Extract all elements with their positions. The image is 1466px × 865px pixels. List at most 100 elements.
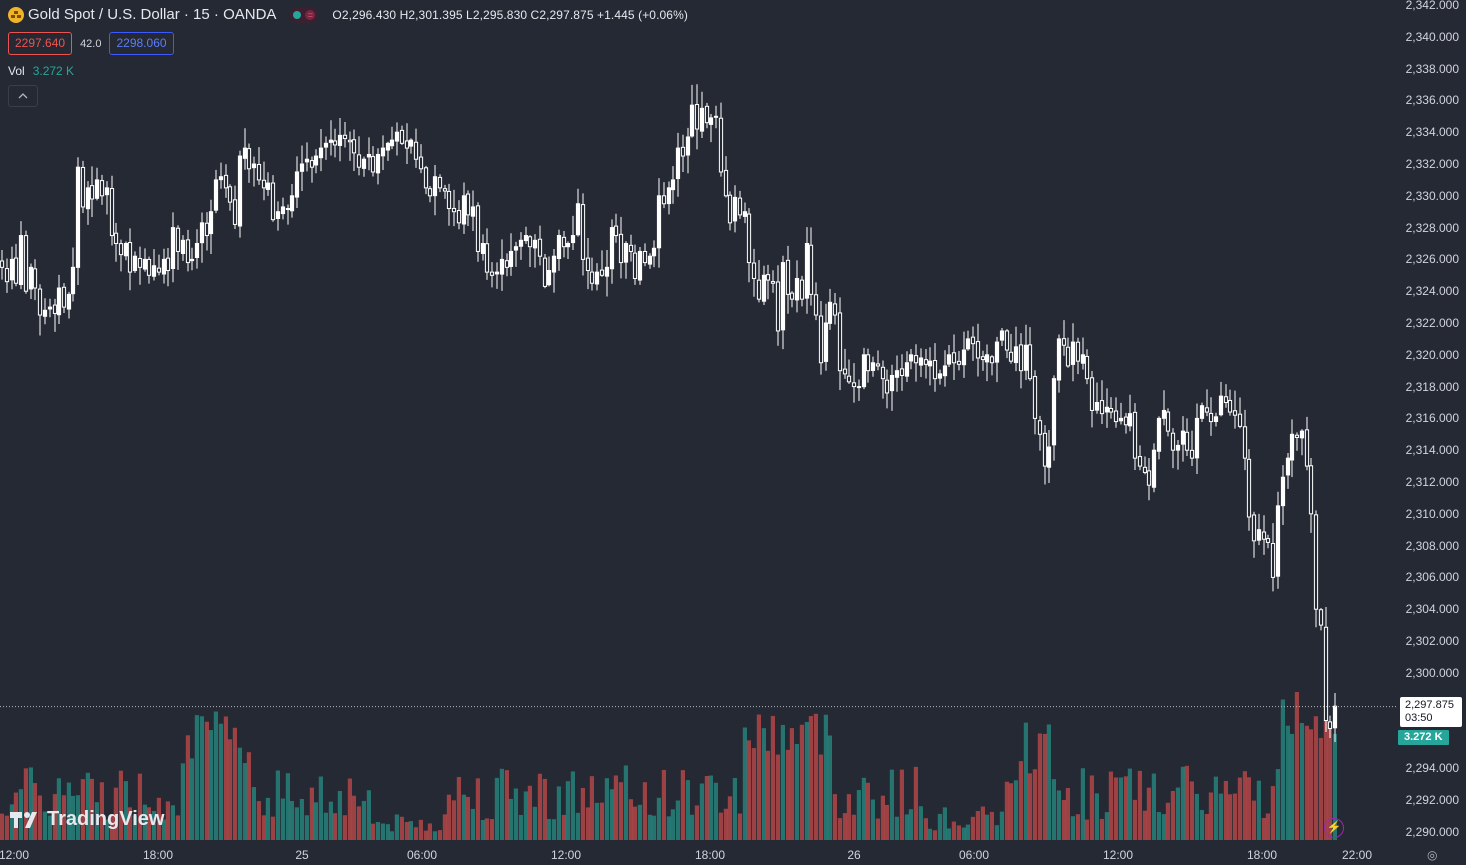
volume-bar [975, 811, 980, 840]
price-tick-label: 2,294.000 [1405, 761, 1459, 776]
volume-bar [213, 711, 218, 840]
volume-bar [1242, 771, 1247, 840]
candle-body [61, 286, 67, 308]
time-tick-label: 12:00 [1102, 848, 1134, 862]
volume-bar [780, 724, 785, 840]
candle-body [599, 269, 605, 276]
volume-bar [299, 798, 304, 840]
volume-bar [585, 807, 590, 840]
candle-body [904, 362, 910, 377]
volume-bar [146, 807, 151, 840]
volume-bar [513, 788, 518, 840]
price-tick-label: 2,334.000 [1405, 125, 1459, 140]
volume-bar [770, 715, 775, 840]
candle-body [1108, 407, 1114, 413]
lightning-icon[interactable]: ⚡ [1324, 818, 1344, 838]
candle-body [927, 360, 933, 367]
settings-icon[interactable]: ◎ [1427, 848, 1438, 862]
candle-body [532, 239, 538, 249]
candle-body [427, 188, 433, 197]
candle-body [1032, 376, 1038, 419]
candle-body [1065, 346, 1071, 367]
volume-bar [1232, 793, 1237, 840]
candle-body [194, 243, 200, 258]
volume-bar [694, 805, 699, 840]
candle-body [647, 255, 653, 265]
candle-body [975, 341, 981, 359]
volume-bar [1184, 765, 1189, 840]
volume-bar [199, 716, 204, 840]
price-tick-label: 2,292.000 [1405, 793, 1459, 807]
volume-bar [1023, 722, 1028, 840]
volume-bar [1132, 799, 1137, 840]
volume-bar [94, 802, 99, 840]
time-axis[interactable]: 12:00 18:00 25 06:00 12:00 18:00 26 06:00 12:00 1… [0, 845, 1396, 865]
candle-body [642, 251, 648, 264]
candle-body [309, 160, 315, 168]
buy-button[interactable]: 2298.060 [109, 32, 174, 55]
volume-bar [1018, 761, 1023, 840]
tradingview-logo[interactable]: TradingView [10, 808, 164, 831]
volume-bar [609, 789, 614, 840]
time-tick-label: 18:00 [142, 848, 174, 862]
volume-bar [704, 776, 709, 840]
volume-bar [523, 791, 528, 840]
candle-body [265, 182, 271, 190]
sell-button[interactable]: 2297.640 [8, 32, 73, 55]
candle-body [1189, 449, 1195, 459]
price-tick-label: 2,300.000 [1405, 665, 1459, 680]
time-tick-label: 25 [295, 848, 309, 862]
volume-label[interactable]: Vol [8, 64, 25, 78]
candle-body [70, 266, 76, 295]
volume-bar [499, 768, 504, 840]
symbol-title[interactable]: Gold Spot / U.S. Dollar · 15 · OANDA [28, 6, 277, 23]
candle-body [1261, 531, 1267, 540]
volume-bar [927, 828, 932, 840]
candle-body [1294, 434, 1300, 438]
volume-bar [713, 782, 718, 840]
collapse-legend-button[interactable] [8, 85, 38, 107]
volume-bar [994, 825, 999, 840]
price-tick-label: 2,320.000 [1405, 347, 1459, 362]
volume-bar [651, 815, 656, 840]
candle-body [884, 379, 890, 394]
volume-bar [1080, 768, 1085, 840]
volume-bar [1189, 781, 1194, 840]
candle-body [827, 301, 833, 324]
volume-bar [727, 796, 732, 840]
candle-body [32, 268, 38, 289]
volume-bar [189, 758, 194, 840]
price-tick-label: 2,290.000 [1405, 824, 1459, 839]
candle-body [0, 260, 5, 268]
volume-bar [251, 787, 256, 840]
volume-bar [389, 831, 394, 840]
volume-bar [870, 799, 875, 840]
volume-bar [908, 809, 913, 840]
volume-value: 3.272 K [32, 64, 75, 78]
volume-bar [80, 779, 85, 840]
candle-body [323, 142, 329, 148]
volume-bar [4, 815, 9, 840]
price-tick-label: 2,302.000 [1405, 634, 1459, 648]
candle-body [52, 304, 58, 314]
volume-bar [61, 795, 66, 840]
price-chart[interactable] [0, 0, 1396, 845]
candle-body [1099, 400, 1105, 415]
candle-body [137, 258, 143, 268]
candle-body [1165, 411, 1171, 432]
volume-bar [1246, 777, 1251, 840]
candle-body [685, 136, 691, 156]
candle-body [1013, 346, 1019, 364]
candle-body [175, 227, 181, 252]
volume-bar [1261, 818, 1266, 840]
candle-body [446, 190, 452, 210]
volume-bar [9, 804, 14, 840]
price-axis[interactable]: 2,342.000 2,340.000 2,338.000 2,336.000 2,33… [1396, 0, 1466, 845]
volume-bar [185, 735, 190, 840]
candle-body [1151, 449, 1157, 488]
market-status-toggle[interactable]: = [290, 6, 319, 23]
volume-bar [832, 794, 837, 840]
candle-body [732, 196, 738, 222]
volume-bar [1304, 725, 1309, 840]
candle-body [666, 187, 672, 205]
